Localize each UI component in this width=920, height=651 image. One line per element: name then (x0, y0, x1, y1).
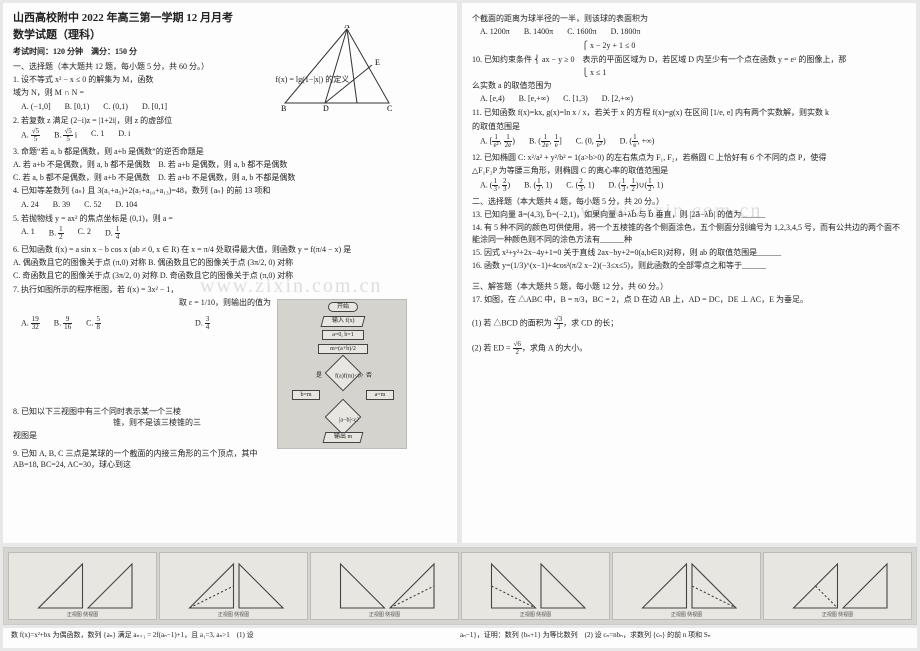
q2-opts: A. √55 B. √55 i C. 1D. i (21, 128, 447, 143)
q2-stem: 2. 若复数 z 满足 (2−i)z = |1+2i|，则 z 的虚部位 (13, 115, 447, 126)
q9b-stem: 个截面的距离为球半径的一半，则该球的表面积为 (472, 13, 906, 24)
q6-ab: A. 偶函数且它的图像关于点 (π,0) 对称 B. 偶函数且它的图像关于点 (… (13, 257, 447, 268)
tri-label-e: E (375, 58, 380, 67)
q4-opts: A. 24B. 39C. 52D. 104 (21, 199, 447, 210)
tri-label-d: D (323, 104, 329, 113)
q10-opts: A. [e,4)B. [e,+∞)C. [1,3)D. [2,+∞) (480, 93, 906, 104)
flowchart-diagram: 开始 输入 f(x) a=0, b=1 m=(a+b)/2 f(a)f(m)<0… (277, 299, 407, 449)
fc-in: 输入 f(x) (321, 316, 366, 327)
fc-out: 输出 m (323, 432, 364, 443)
q12-stem2: △F₁F₂P 为等腰三角形，则椭圆 C 的离心率的取值范围是 (472, 165, 906, 176)
q7-opts: A. 1932 B. 916 C. 58 D. 34 (21, 316, 271, 331)
q17-p2: (2) 若 ED = √62，求角 A 的大小。 (472, 341, 906, 356)
q10-stem2: 么实数 a 的取值范围为 (472, 80, 906, 91)
q5-opts: A. 1 B. 12 C. 2 D. 14 (21, 226, 447, 241)
section3-head: 三、解答题（本大题共 5 题，每小题 12 分，共 60 分。） (472, 281, 906, 292)
q10-stem: 10. 已知约束条件 ⎨ ax − y ≥ 0 表示的平面区域为 D，若区域 D… (472, 54, 906, 65)
q11-stem2: 的取值范围是 (472, 121, 906, 132)
q14: 14. 有 5 种不同的颜色可供使用，将一个五棱锥的各个侧面涂色，五个侧面分别编… (472, 222, 906, 244)
thumb-5: 正视图 侧视图 (612, 552, 761, 620)
fc-no1: 否 (366, 372, 372, 380)
q12-opts: A. (13, 23) B. (12, 1) C. (23, 1) D. (13… (480, 178, 906, 193)
left-page: 山西高校附中 2022 年高三第一学期 12 月月考 数学试题（理科） 考试时间… (3, 3, 457, 543)
q11-stem: 11. 已知函数 f(x)=kx, g(x)=ln x / x，若关于 x 的方… (472, 107, 906, 118)
section2-head: 二、选择题（本大题共 4 题，每小题 5 分，共 20 分。） (472, 196, 906, 207)
thumb-3: 正视图 侧视图 (310, 552, 459, 620)
fc-yes1: 是 (316, 372, 322, 380)
q9-stem: 9. 已知 A, B, C 三点是某球的一个截面的内接三角形的三个顶点，其中 A… (13, 448, 447, 470)
q10-sys3: ⎩ x ≤ 1 (582, 67, 906, 78)
thumb-4: 正视图 侧视图 (461, 552, 610, 620)
thumb-6: 正视图 侧视图 (763, 552, 912, 620)
three-view-strip: 正视图 侧视图 正视图 侧视图 正视图 侧视图 正视图 侧视图 正视图 侧视图 … (3, 547, 917, 625)
fc-d2: |a−b|<ε? (325, 398, 362, 435)
q9b-opts: A. 1200πB. 1400πC. 1600πD. 1800π (480, 26, 906, 37)
fc-s3b: a=m (366, 390, 394, 401)
bottom-right: aₙ−1}，证明：数列 {bₙ+1} 为等比数列 (2) 设 cₙ=nbₙ，求数… (460, 630, 909, 646)
bottom-strip: 数 f(x)=x²+bx 为偶函数，数列 {aₙ} 满足 aₙ₊₁ = 2f(a… (3, 628, 917, 648)
q3-cd: C. 若 a, b 都不是偶数，则 a+b 不是偶数 D. 若 a+b 不是偶数… (13, 172, 447, 183)
fc-d1: f(a)f(m)<0? (325, 354, 362, 391)
q6-cd: C. 奇函数且它的图像关于点 (3π/2, 0) 对称 D. 奇函数且它的图像关… (13, 270, 447, 281)
fc-s3a: b=m (292, 390, 320, 401)
q16: 16. 函数 y=(1/3)^(x−1)+4cos²(π/2 x−2)(−3≤x… (472, 260, 906, 271)
q5-stem: 5. 若抛物线 y = ax² 的焦点坐标是 (0,1)，则 a = (13, 213, 447, 224)
q13: 13. 已知向量 a⃗=(4,3), b⃗=(−2,1)，如果向量 a⃗+λb⃗… (472, 209, 906, 220)
q6-stem: 6. 已知函数 f(x) = a sin x − b cos x (ab ≠ 0… (13, 244, 447, 255)
q12-stem: 12. 已知椭圆 C: x²/a² + y²/b² = 1(a>b>0) 的左右… (472, 152, 906, 163)
tri-label-b: B (281, 104, 286, 113)
thumb-2: 正视图 侧视图 (159, 552, 308, 620)
right-page: 个截面的距离为球半径的一半，则该球的表面积为 A. 1200πB. 1400πC… (462, 3, 916, 543)
q11-opts: A. [1e², 12e) B. (12e, 1e] C. (0, 1e²) D… (480, 134, 906, 149)
q17-p1: (1) 若 △BCD 的面积为 √33，求 CD 的长； (472, 316, 906, 331)
thumb-1: 正视图 侧视图 (8, 552, 157, 620)
q17-stem: 17. 如图，在 △ABC 中，B = π/3，BC = 2，点 D 在边 AB… (472, 294, 906, 305)
q3-stem: 3. 命题“若 a, b 都是偶数，则 a+b 是偶数”的逆否命题是 (13, 146, 447, 157)
q3-ab: A. 若 a+b 不是偶数，则 a, b 都不是偶数 B. 若 a+b 是偶数，… (13, 159, 447, 170)
q10-sys1: ⎧ x − 2y + 1 ≤ 0 (582, 40, 906, 51)
fc-s1: a=0, b=1 (322, 330, 364, 341)
q7-stem: 7. 执行如图所示的程序框图，若 f(x) = 3x² − 1， (13, 284, 447, 295)
tri-label-c: C (387, 104, 392, 113)
triangle-diagram: A B C D E (277, 25, 397, 115)
fc-start: 开始 (328, 302, 358, 313)
bottom-left: 数 f(x)=x²+bx 为偶函数，数列 {aₙ} 满足 aₙ₊₁ = 2f(a… (11, 630, 460, 646)
fc-s2: m=(a+b)/2 (318, 344, 368, 355)
tri-label-a: A (344, 25, 350, 30)
q4-stem: 4. 已知等差数列 {aₙ} 且 3(a₁+a₅)+2(a₇+a₁₀+a₁₃)=… (13, 185, 447, 196)
q15: 15. 因式 x²+y²+2x−4y+1=0 关于直线 2ax−by+2=0(a… (472, 247, 906, 258)
